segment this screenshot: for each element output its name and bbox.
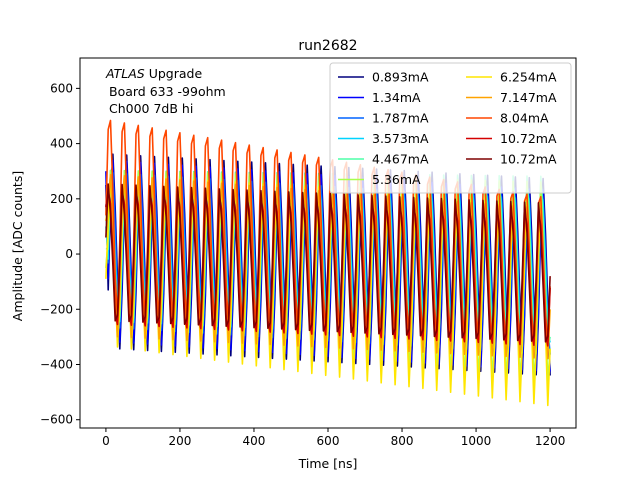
legend-label: 10.72mA — [500, 152, 557, 167]
svg-text:ATLAS Upgrade: ATLAS Upgrade — [105, 66, 202, 81]
plot-lines — [105, 119, 551, 407]
y-axis-label: Amplitude [ADC counts] — [10, 171, 25, 321]
annotation-line2: Board 633 -99ohm — [109, 84, 226, 99]
x-tick-label: 1000 — [461, 434, 492, 448]
x-axis-label: Time [ns] — [298, 456, 358, 471]
series-line-10 — [105, 183, 551, 343]
legend-label: 3.573mA — [372, 131, 429, 146]
y-tick-label: −200 — [40, 302, 73, 316]
x-tick-label: 600 — [317, 434, 340, 448]
legend-label: 6.254mA — [500, 70, 557, 85]
legend-label: 5.36mA — [372, 172, 421, 187]
axes: 0 200 400 600 800 1000 1200 −600 −400 −200 0 200 400… — [40, 57, 577, 448]
chart-title: run2682 — [298, 38, 357, 54]
y-tick-label: −600 — [40, 413, 73, 427]
annotation-line3: Ch000 7dB hi — [109, 101, 193, 116]
legend-label: 8.04mA — [500, 111, 549, 126]
annotation-italic: ATLAS — [105, 66, 145, 81]
legend-label: 1.787mA — [372, 111, 429, 126]
x-tick-label: 400 — [243, 434, 266, 448]
x-tick-label: 0 — [102, 434, 110, 448]
x-tick-label: 1200 — [535, 434, 566, 448]
annotation-line1: Upgrade — [145, 66, 203, 81]
legend: 0.893mA 1.34mA 1.787mA 3.573mA 4.467mA 5.36mA… — [329, 62, 572, 194]
legend-label: 7.147mA — [500, 90, 557, 105]
y-tick-label: 200 — [50, 192, 73, 206]
atlas-annotation: ATLAS Upgrade Board 633 -99ohm Ch000 7dB… — [105, 66, 226, 116]
legend-label: 10.72mA — [500, 131, 557, 146]
legend-label: 4.467mA — [372, 152, 429, 167]
legend-label: 0.893mA — [372, 70, 429, 85]
y-tick-label: 0 — [65, 247, 73, 261]
y-tick-label: −400 — [40, 357, 73, 371]
y-tick-label: 600 — [50, 81, 73, 95]
x-tick-label: 200 — [168, 434, 191, 448]
y-tick-label: 400 — [50, 137, 73, 151]
legend-box — [329, 62, 572, 194]
legend-label: 1.34mA — [372, 90, 421, 105]
x-tick-label: 800 — [391, 434, 414, 448]
